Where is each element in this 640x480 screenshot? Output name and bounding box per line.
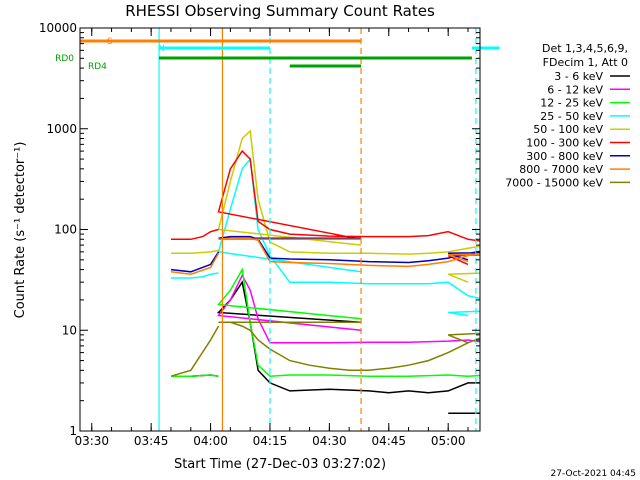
legend-entry-label: 50 - 100 keV [533,123,603,136]
y-tick-label: 10 [62,323,77,337]
flag-bars: S N RD0 RD4 [55,37,500,72]
series-line [217,129,480,283]
vertical-markers [158,28,477,431]
series-line [170,251,220,273]
legend-entry-label: 25 - 50 keV [540,110,603,123]
legend-entry-label: 12 - 25 keV [540,97,603,110]
series-line [171,228,219,241]
series-layer [170,129,480,415]
series-line [218,235,480,264]
series-line [217,157,480,317]
flag-label-rd4: RD4 [88,62,107,72]
legend-entry-label: 300 - 800 keV [526,150,603,163]
series-8 [170,321,480,377]
y-axis-label: Count Rate (s⁻¹ detector⁻¹) [13,142,28,319]
y-tick-label: 1000 [46,122,77,136]
y-axis: 1 10 100 1000 10000 [39,21,480,438]
legend-header-line-1: Det 1,3,4,5,6,9, [542,42,628,55]
series-line [216,280,480,415]
x-tick-label: 03:30 [74,434,109,448]
y-tick-label: 10000 [39,21,77,35]
y-tick-label: 1 [69,424,77,438]
series-line [217,267,480,377]
series-6 [170,235,480,273]
series-line [171,374,219,377]
x-tick-label: 03:45 [134,434,169,448]
flag-label-n: N [158,44,165,54]
legend-entry-label: 7000 - 15000 keV [505,176,603,189]
series-line [218,321,480,372]
series-line [217,149,480,266]
series-line [171,249,219,255]
legend: Det 1,3,4,5,6,9, FDecim 1, Att 0 3 - 6 k… [505,42,630,189]
series-7 [170,237,480,275]
x-tick-label: 04:30 [312,434,347,448]
series-0 [171,280,480,415]
series-line [170,252,220,275]
series-2 [171,267,480,377]
series-4 [171,129,480,283]
series-5 [171,149,480,266]
x-tick-label: 05:00 [431,434,466,448]
legend-entry-label: 3 - 6 keV [554,70,603,83]
plot-frame [79,27,481,432]
legend-entry-label: 100 - 300 keV [526,137,603,150]
flag-label-s: S [107,37,113,47]
footer-timestamp: 27-Oct-2021 04:45 [551,469,636,479]
x-tick-label: 04:45 [371,434,406,448]
x-tick-label: 04:15 [253,434,288,448]
legend-header-line-2: FDecim 1, Att 0 [543,56,628,69]
y-tick-label: 100 [54,223,77,237]
series-3 [171,157,480,317]
flag-label-rd0: RD0 [55,54,74,64]
legend-entry-label: 800 - 7000 keV [519,163,603,176]
x-axis-label: Start Time (27-Dec-03 03:27:02) [174,457,386,472]
x-axis: 03:30 03:45 04:00 04:15 04:30 04:45 05:00 [74,28,469,448]
legend-entry-label: 6 - 12 keV [547,83,603,96]
series-line [171,272,219,279]
chart-title: RHESSI Observing Summary Count Rates [125,2,435,20]
x-tick-label: 04:00 [193,434,228,448]
series-line [218,237,480,268]
series-line [170,325,220,377]
